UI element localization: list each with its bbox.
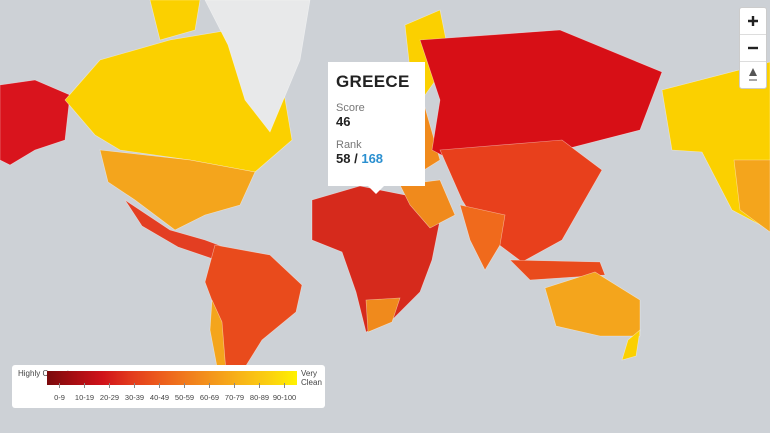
southern-africa [365,297,401,333]
usa-east [733,159,770,233]
bin-label: 60-69 [199,393,220,402]
country-name: GREECE [336,72,410,91]
bin-label: 0-9 [54,393,65,402]
bin-label: 30-39 [124,393,145,402]
legend-low-label: Highly Corrupt [18,369,70,378]
bin-label: 50-59 [174,393,195,402]
new-zealand [621,329,641,361]
bin-label: 80-89 [249,393,270,402]
indonesia [509,259,606,281]
zoom-in[interactable] [740,8,766,34]
rank-total: 168 [361,151,384,166]
alaska [0,79,71,166]
legend-high-label: Very Clean [301,369,322,387]
bin-label: 90-100 [272,393,297,402]
rank-label: Rank [336,139,362,151]
score-value: 46 [336,114,351,129]
legend-bins: 0-9 10-19 20-29 30-39 40-49 50-59 60-69 70-79 80… [47,393,297,402]
middle-east [399,179,456,229]
rank-separator: / [354,151,358,166]
zoom-controls [739,7,767,89]
arctic-islands [149,0,201,41]
bin-label: 70-79 [224,393,245,402]
australia [544,271,641,337]
india [459,204,506,271]
rank: 58 [336,151,351,166]
greenland [204,0,311,133]
bin-label: 20-29 [99,393,120,402]
tooltip: GREECE Score 46 Rank 58 / 168 [328,62,425,194]
bin-label: 10-19 [74,393,95,402]
reset-north[interactable] [740,61,766,88]
rank-value: 58 / 168 [336,151,417,166]
legend: Highly Corrupt Very Clean 0-9 10-19 20-29 3… [12,365,325,408]
zoom-out[interactable] [740,34,766,61]
asia [439,139,603,263]
legend-gradient [47,371,297,388]
score-label: Score [336,102,365,114]
africa [311,185,441,333]
gradient-bar [47,371,297,385]
usa [99,149,256,231]
bin-label: 40-49 [149,393,170,402]
